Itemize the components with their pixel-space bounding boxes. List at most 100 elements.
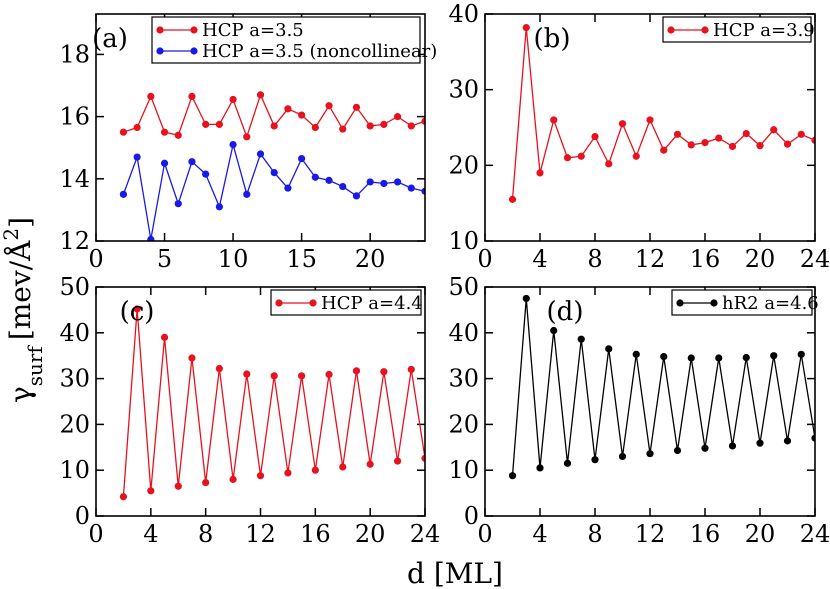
data-point bbox=[174, 200, 182, 208]
data-point bbox=[229, 95, 237, 104]
y-tick-label: 50 bbox=[59, 273, 90, 301]
series-line-0 bbox=[122, 308, 425, 497]
legend-marker bbox=[156, 47, 164, 55]
y-tick-label: 40 bbox=[448, 319, 479, 347]
data-point bbox=[215, 120, 223, 128]
data-point bbox=[380, 368, 388, 376]
data-point bbox=[701, 139, 709, 147]
y-tick-label: 0 bbox=[75, 502, 90, 530]
data-point bbox=[133, 123, 141, 132]
panel-d: 0 4 8 12 16 20 24 0 10 20 30 40 50 (d) hR2 a=4.6 bbox=[448, 273, 830, 548]
data-point bbox=[243, 190, 251, 198]
series-line-1 bbox=[122, 144, 425, 240]
data-point bbox=[215, 364, 223, 373]
data-point bbox=[508, 195, 517, 203]
x-tick-label: 5 bbox=[157, 245, 172, 273]
x-tick-label: 0 bbox=[477, 245, 492, 273]
y-tick-label: 10 bbox=[448, 456, 479, 484]
x-tick-label: 24 bbox=[800, 520, 830, 548]
x-tick-label: 0 bbox=[88, 520, 103, 548]
x-tick-label: 20 bbox=[745, 245, 776, 273]
panel-c: 0 4 8 12 16 20 24 0 10 20 30 40 50 (c) HCP a=4.4 bbox=[59, 273, 440, 548]
data-point bbox=[284, 184, 292, 192]
series-line-0 bbox=[123, 93, 425, 139]
legend-label: hR2 a=4.6 bbox=[722, 293, 819, 314]
data-point bbox=[243, 133, 251, 141]
plot-frame bbox=[95, 13, 426, 242]
x-tick-label: 8 bbox=[587, 520, 602, 548]
data-point bbox=[311, 173, 319, 181]
y-tick-label: 16 bbox=[59, 103, 90, 131]
data-point bbox=[147, 235, 155, 241]
x-tick-label: 12 bbox=[635, 245, 666, 273]
data-point bbox=[366, 460, 374, 468]
legend-label: HCP a=3.5 (noncollinear) bbox=[202, 41, 437, 62]
data-point bbox=[256, 91, 265, 99]
data-point bbox=[298, 154, 306, 163]
y-axis-title-exponent: 2 bbox=[0, 228, 23, 241]
data-point bbox=[393, 178, 402, 186]
data-point bbox=[742, 353, 750, 362]
data-point bbox=[660, 146, 668, 154]
data-point bbox=[407, 122, 415, 130]
data-point bbox=[119, 493, 128, 501]
y-tick-label: 50 bbox=[448, 273, 479, 301]
data-point bbox=[728, 442, 737, 450]
data-point bbox=[202, 120, 210, 128]
y-axis-title: γsurf [mev/Å2] bbox=[0, 217, 47, 403]
data-point bbox=[421, 187, 425, 195]
data-point bbox=[687, 354, 695, 362]
legend-box bbox=[151, 16, 421, 64]
data-point bbox=[202, 478, 210, 487]
y-tick-label: 40 bbox=[448, 0, 479, 28]
data-point bbox=[270, 372, 278, 380]
data-point bbox=[577, 152, 585, 160]
data-point bbox=[119, 190, 128, 198]
data-point bbox=[591, 132, 599, 141]
x-tick-label: 8 bbox=[587, 245, 602, 273]
x-tick-label: 16 bbox=[690, 245, 721, 273]
data-point bbox=[550, 326, 558, 335]
data-point bbox=[632, 152, 640, 160]
plot-frame bbox=[484, 286, 816, 517]
data-point bbox=[536, 169, 544, 177]
x-tick-label: 12 bbox=[635, 520, 666, 548]
data-point bbox=[783, 437, 792, 445]
data-point bbox=[352, 367, 361, 375]
legend-marker bbox=[667, 26, 675, 34]
panel-label: (a) bbox=[92, 24, 128, 54]
data-point bbox=[393, 113, 402, 121]
data-point bbox=[797, 350, 805, 358]
y-tick-label: 20 bbox=[448, 410, 479, 438]
legend-marker bbox=[710, 299, 718, 307]
data-point bbox=[380, 179, 388, 188]
y-axis-title-unit: [mev/Å bbox=[4, 240, 37, 340]
legend-marker bbox=[676, 299, 684, 307]
data-point bbox=[243, 370, 251, 378]
legend-label: HCP a=3.9 bbox=[713, 20, 815, 41]
data-point bbox=[605, 345, 613, 353]
y-tick-label: 30 bbox=[448, 76, 479, 104]
data-point bbox=[421, 117, 425, 125]
x-tick-label: 0 bbox=[88, 245, 103, 273]
data-point bbox=[756, 142, 764, 150]
data-point bbox=[352, 103, 361, 111]
y-tick-label: 12 bbox=[59, 227, 90, 255]
data-point bbox=[811, 434, 815, 442]
data-point bbox=[522, 294, 530, 303]
y-tick-label: 10 bbox=[59, 456, 90, 484]
x-axis-title: d [ML] bbox=[407, 557, 503, 589]
legend-label: HCP a=3.5 bbox=[202, 20, 304, 41]
panel-b: 0 4 8 12 16 20 24 10 20 30 40 (b) HCP a=3.9 bbox=[448, 0, 830, 273]
legend-marker bbox=[190, 26, 198, 34]
data-point bbox=[174, 131, 182, 139]
y-tick-label: 20 bbox=[448, 151, 479, 179]
data-point bbox=[770, 126, 778, 134]
data-point bbox=[229, 141, 237, 149]
data-point bbox=[202, 170, 210, 178]
data-point bbox=[563, 154, 572, 162]
data-point bbox=[188, 92, 196, 101]
y-tick-label: 30 bbox=[59, 365, 90, 393]
data-point bbox=[811, 136, 815, 144]
